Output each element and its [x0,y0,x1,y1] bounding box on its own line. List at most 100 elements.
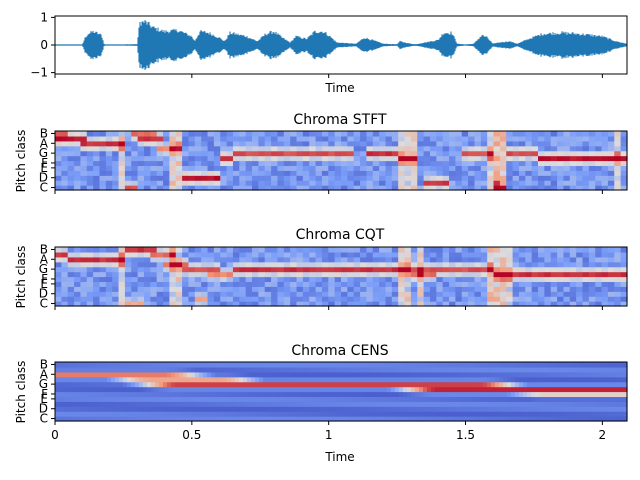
heatmap-cell [410,185,418,191]
heatmap-cell [575,396,580,402]
heatmap-cell [576,281,584,287]
heatmap-cell [487,261,495,268]
heatmap-cell [119,362,124,368]
heatmap-cell [474,170,482,176]
heatmap-cell [519,376,524,383]
heatmap-cell [595,406,600,412]
heatmap-cell [571,362,576,368]
heatmap-cell [93,185,101,191]
heatmap-cell [531,391,536,398]
heatmap-cell [283,180,291,186]
heatmap-cell [557,150,565,157]
heatmap-cell [315,271,323,278]
heatmap-cell [105,276,113,283]
heatmap-cell [601,145,609,152]
heatmap-cell [182,170,190,176]
heatmap-cell [471,371,476,378]
heatmap-cell [267,411,272,417]
heatmap-cell [353,170,361,176]
heatmap-cell [93,170,101,176]
heatmap-cell [436,170,444,176]
heatmap-cell [252,271,259,278]
heatmap-cell [296,165,304,171]
heatmap-cell [582,281,590,287]
heatmap-cell [487,271,495,278]
heatmap-cell [335,366,340,373]
heatmap-cell [410,160,418,167]
heatmap-cell [385,261,393,268]
heatmap-cell [105,150,113,157]
heatmap-cell [123,411,128,417]
heatmap-cell [182,281,190,287]
heatmap-cell [195,411,200,417]
heatmap-cell [519,366,524,373]
heatmap-cell [232,135,240,142]
heatmap-cell [175,296,183,302]
heatmap-cell [518,271,526,278]
heatmap-cell [239,251,247,258]
heatmap-cell [226,296,234,302]
heatmap-cell [563,296,571,302]
heatmap-cell [535,396,540,402]
heatmap-cell [277,150,285,157]
heatmap-cell [271,396,276,402]
heatmap-cell [511,416,516,422]
heatmap-cell [207,381,212,388]
heatmap-cell [74,271,82,278]
heatmap-cell [143,291,151,297]
heatmap-cell [61,276,69,283]
heatmap-cell [55,411,60,417]
heatmap-cell [323,371,328,378]
heatmap-cell [339,381,344,388]
heatmap-cell [582,286,590,292]
heatmap-cell [151,381,156,388]
heatmap-cell [239,416,244,422]
heatmap-cell [359,406,364,412]
heatmap-cell [468,261,476,268]
heatmap-cell [287,376,292,383]
heatmap-cell [487,396,492,402]
heatmap-cell [171,366,176,373]
heatmap-cell [343,376,348,383]
heatmap-cell [623,381,628,388]
heatmap-cell [588,145,596,152]
heatmap-cell [518,247,526,253]
heatmap-cell [461,286,469,292]
heatmap-cell [515,386,520,393]
heatmap-cell [279,371,284,378]
heatmap-cell [93,140,101,147]
heatmap-cell [63,401,68,407]
heatmap-cell [118,170,126,176]
heatmap-cell [615,362,620,368]
heatmap-cell [207,135,215,142]
heatmap-cell [547,376,552,383]
heatmap-cell [91,416,96,422]
heatmap-cell [525,175,533,181]
heatmap-cell [55,301,62,307]
heatmap-cell [591,411,596,417]
heatmap-cell [309,185,317,191]
y-tick-label: E [40,161,48,175]
heatmap-cell [156,140,164,147]
heatmap-cell [220,271,228,278]
heatmap-cell [252,145,259,152]
heatmap-cell [347,396,352,402]
heatmap-cell [143,406,148,412]
heatmap-cell [63,376,68,383]
heatmap-cell [315,362,320,368]
heatmap-cell [359,416,364,422]
heatmap-cell [277,281,285,287]
heatmap-cell [143,386,148,393]
heatmap-cell [493,276,501,283]
heatmap-cell [387,401,392,407]
heatmap-cell [351,396,356,402]
heatmap-cell [531,175,539,181]
heatmap-cell [404,281,412,287]
heatmap-cell [614,291,622,297]
heatmap-cell [55,286,62,292]
heatmap-cell [194,150,202,157]
heatmap-cell [263,371,268,378]
heatmap-cell [429,296,437,302]
heatmap-cell [55,276,62,283]
heatmap-cell [93,155,101,162]
